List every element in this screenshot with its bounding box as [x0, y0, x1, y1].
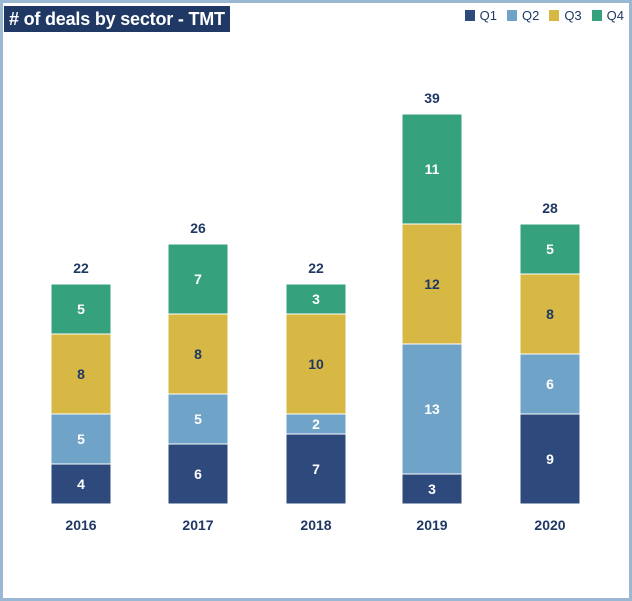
category-label-2020: 2020	[534, 517, 565, 533]
data-label-2018-q2: 2	[312, 416, 320, 432]
category-label-2019: 2019	[416, 517, 447, 533]
data-label-2016-q2: 5	[77, 431, 85, 447]
data-label-2020-q4: 5	[546, 241, 554, 257]
data-label-2016-q4: 5	[77, 301, 85, 317]
data-label-2020-q1: 9	[546, 451, 554, 467]
bar-segment-2017-q3	[167, 313, 229, 395]
bar-segment-2016-q3	[50, 333, 112, 415]
bar-segment-2018-q4	[285, 283, 347, 315]
total-label-2016: 22	[73, 260, 89, 276]
data-label-2020-q2: 6	[546, 376, 554, 392]
total-label-2020: 28	[542, 200, 558, 216]
bar-segment-2017-q4	[167, 243, 229, 315]
data-label-2017-q3: 8	[194, 346, 202, 362]
legend-item-q1: Q1	[464, 8, 497, 23]
bar-segment-2016-q2	[50, 413, 112, 465]
bar-segment-2019-q2	[401, 343, 463, 475]
data-label-2017-q2: 5	[194, 411, 202, 427]
total-label-2018: 22	[308, 260, 324, 276]
data-label-2019-q4: 11	[425, 161, 440, 177]
data-label-2016-q3: 8	[77, 366, 85, 382]
bar-segment-2019-q4	[401, 113, 463, 225]
bar-segment-2016-q4	[50, 283, 112, 335]
bar-segment-2020-q4	[519, 223, 581, 275]
chart-title: # of deals by sector - TMT	[4, 6, 230, 32]
data-label-2019-q3: 12	[424, 276, 440, 292]
legend-label-q1: Q1	[479, 8, 497, 23]
bar-segment-2016-q1	[50, 463, 112, 505]
category-label-2017: 2017	[182, 517, 213, 533]
data-label-2018-q4: 3	[312, 291, 320, 307]
bar-segment-2019-q3	[401, 223, 463, 345]
chart-legend: Q1 Q2 Q3 Q4	[455, 8, 624, 23]
legend-item-q3: Q3	[549, 8, 582, 23]
legend-swatch-q4	[591, 10, 602, 21]
data-label-2018-q3: 10	[308, 356, 324, 372]
data-label-2017-q4: 7	[194, 271, 202, 287]
legend-item-q4: Q4	[591, 8, 624, 23]
total-label-2017: 26	[190, 220, 206, 236]
legend-item-q2: Q2	[506, 8, 540, 23]
data-label-2019-q1: 3	[428, 481, 436, 497]
bar-segment-2019-q1	[401, 473, 463, 505]
bar-segment-2017-q1	[167, 443, 229, 505]
category-label-2016: 2016	[65, 517, 96, 533]
legend-swatch-q3	[549, 10, 560, 21]
bar-segment-2020-q2	[519, 353, 581, 415]
bar-segment-2017-q2	[167, 393, 229, 445]
bar-segment-2018-q3	[285, 313, 347, 415]
data-label-2018-q1: 7	[312, 461, 320, 477]
bar-segment-2020-q1	[519, 413, 581, 505]
data-label-2019-q2: 13	[424, 401, 440, 417]
data-label-2020-q3: 8	[546, 306, 554, 322]
bar-segment-2018-q1	[285, 433, 347, 505]
legend-label-q2: Q2	[521, 8, 540, 23]
data-label-2017-q1: 6	[194, 466, 202, 482]
legend-label-q4: Q4	[606, 8, 624, 23]
legend-label-q3: Q3	[564, 8, 582, 23]
legend-swatch-q1	[464, 10, 475, 21]
category-label-2018: 2018	[300, 517, 331, 533]
legend-swatch-q2	[506, 10, 517, 21]
data-label-2016-q1: 4	[77, 476, 85, 492]
bar-segment-2020-q3	[519, 273, 581, 355]
total-label-2019: 39	[424, 90, 440, 106]
